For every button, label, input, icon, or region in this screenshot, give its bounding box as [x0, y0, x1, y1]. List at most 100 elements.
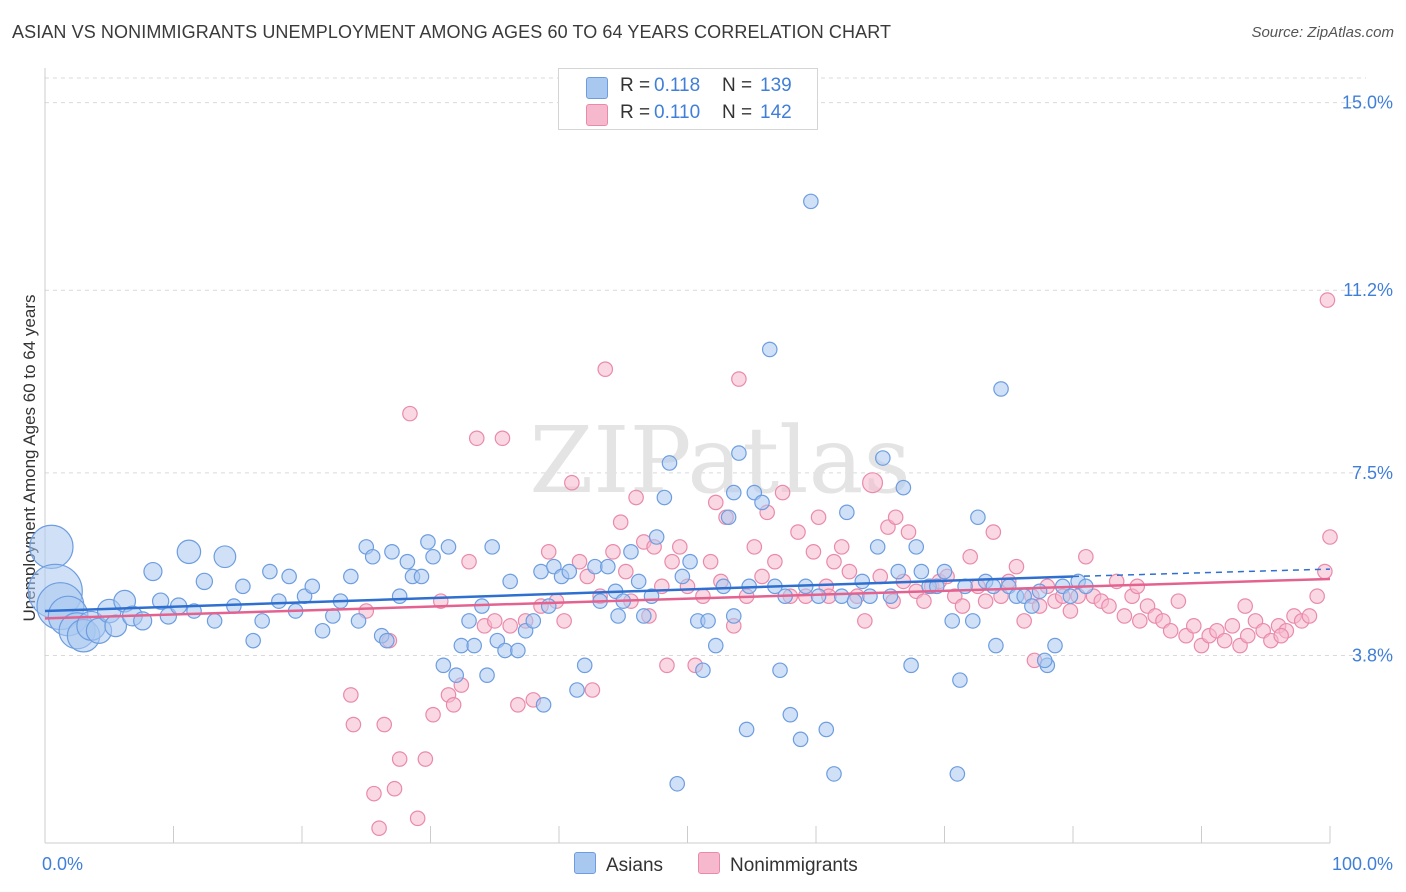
asians-point [988, 637, 1004, 654]
asians-point [895, 479, 912, 496]
asians-point [535, 697, 552, 713]
nonimmigrants-point [900, 524, 917, 540]
bottom-legend-label-nonimmigrants: Nonimmigrants [730, 855, 858, 876]
nonimmigrants-point [1322, 529, 1338, 545]
nonimmigrants-point [391, 751, 408, 767]
nonimmigrants-point [597, 361, 614, 377]
nonimmigrants-point [977, 593, 994, 609]
asians-point [674, 568, 691, 585]
nonimmigrants-point [702, 553, 719, 570]
asians-point [707, 637, 724, 654]
asians-point [725, 608, 742, 624]
asians-point [908, 539, 925, 555]
nonimmigrants-point [805, 544, 822, 560]
nonimmigrants-point [540, 544, 557, 560]
asians-trend-line-extension [1072, 568, 1331, 578]
asians-point [846, 593, 863, 609]
nonimmigrants-point [1273, 627, 1289, 644]
asians-point [656, 489, 673, 506]
asians-point [510, 642, 526, 659]
legend-n-value: 139 [760, 75, 792, 96]
nonimmigrants-point [954, 598, 971, 614]
asians-point [695, 662, 711, 679]
legend: R = 0.118 N = 139 R = 0.110 N = 142 [558, 68, 818, 130]
nonimmigrants-point [962, 548, 978, 565]
asians-point [304, 578, 321, 595]
nonimmigrants-point [461, 553, 477, 570]
asians-point [479, 667, 495, 683]
asians-point [379, 632, 395, 649]
nonimmigrants-point [1319, 292, 1336, 308]
asians-point [669, 775, 686, 792]
nonimmigrants-point [486, 613, 503, 629]
nonimmigrants-point [386, 780, 403, 797]
asians-point [936, 563, 953, 580]
asians-point [993, 381, 1009, 397]
asians-point [944, 613, 961, 629]
nonimmigrants-point [468, 430, 485, 447]
y-tick-label: 11.2% [1343, 280, 1393, 300]
nonimmigrants-point [1185, 618, 1202, 634]
nonimmigrants-point [695, 588, 711, 605]
asians-point [143, 561, 163, 582]
nonimmigrants-point [857, 613, 873, 629]
y-tick-label: 7.5% [1352, 463, 1393, 483]
asians-point [399, 553, 416, 570]
legend-n-label: N = [722, 75, 753, 96]
asians-point [561, 563, 578, 580]
nonimmigrants-point [345, 716, 362, 733]
nonimmigrants-point [790, 524, 806, 540]
asians-point [869, 539, 886, 555]
nonimmigrants-point [628, 489, 644, 506]
asians-point [630, 573, 647, 590]
nonimmigrants-point [707, 494, 724, 511]
nonimmigrants-point [425, 706, 441, 723]
nonimmigrants-point [343, 687, 359, 703]
asians-point [151, 592, 170, 610]
asians-point [903, 657, 919, 674]
asians-point [715, 578, 732, 595]
asians-point [792, 731, 809, 748]
y-tick-label: 15.0% [1342, 93, 1393, 113]
nonimmigrants-point [494, 430, 511, 447]
asians-point [235, 578, 251, 595]
legend-n-value: 142 [760, 102, 792, 123]
asians-point [839, 504, 855, 521]
asians-point [913, 563, 930, 580]
asians-point [314, 622, 331, 639]
nonimmigrants-point [862, 472, 884, 494]
asians-point [862, 588, 878, 605]
asians-point [826, 766, 842, 782]
asians-point [610, 608, 626, 624]
nonimmigrants-point [1162, 622, 1179, 639]
legend-swatch-asians [586, 77, 608, 99]
asians-point [502, 573, 518, 590]
asians-point [448, 667, 464, 683]
asians-point [497, 642, 513, 659]
asians-trend-line [44, 575, 1074, 613]
asians-point [661, 455, 678, 471]
asians-point [1036, 652, 1053, 669]
nonimmigrants-point [1016, 613, 1032, 629]
asians-point [413, 568, 430, 585]
nonimmigrants-point [612, 514, 629, 530]
asians-point [484, 539, 500, 555]
nonimmigrants-point [1129, 578, 1146, 595]
asians-point [391, 588, 408, 605]
asians-point [985, 578, 1002, 595]
asians-point [587, 558, 603, 575]
nonimmigrants-point [584, 682, 601, 698]
nonimmigrants-point [605, 544, 621, 560]
nonimmigrants-point [664, 553, 680, 570]
asians-point [754, 494, 770, 511]
asians-point [281, 568, 297, 585]
asians-point [440, 539, 457, 555]
nonimmigrants-point [409, 810, 426, 827]
asians-point [818, 721, 835, 738]
asians-point [420, 534, 436, 550]
legend-r-label: R = [620, 75, 651, 96]
asians-point [213, 545, 237, 569]
x-tick-label-min: 0.0% [42, 854, 83, 874]
source-label: Source: ZipAtlas.com [1251, 24, 1394, 41]
